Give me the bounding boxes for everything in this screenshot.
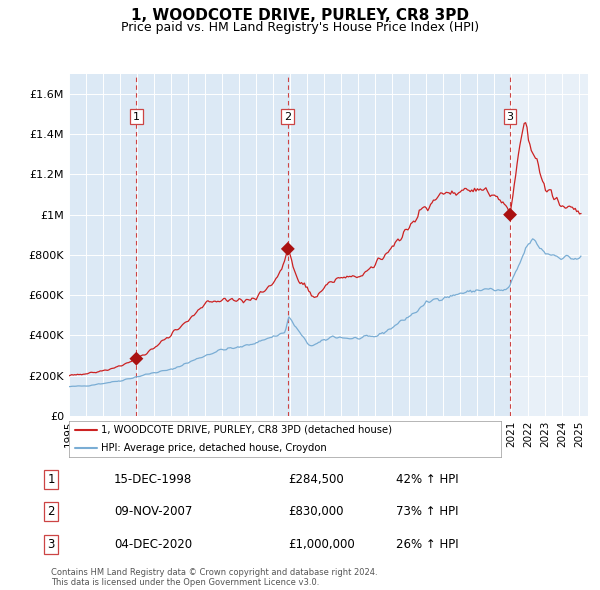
Text: Contains HM Land Registry data © Crown copyright and database right 2024.
This d: Contains HM Land Registry data © Crown c…: [51, 568, 377, 587]
Text: 73% ↑ HPI: 73% ↑ HPI: [396, 505, 458, 519]
Bar: [510, 74, 588, 416]
Text: 2: 2: [284, 112, 292, 122]
Text: 1, WOODCOTE DRIVE, PURLEY, CR8 3PD (detached house): 1, WOODCOTE DRIVE, PURLEY, CR8 3PD (deta…: [101, 425, 392, 435]
Text: 26% ↑ HPI: 26% ↑ HPI: [396, 537, 458, 551]
Text: 1, WOODCOTE DRIVE, PURLEY, CR8 3PD: 1, WOODCOTE DRIVE, PURLEY, CR8 3PD: [131, 8, 469, 22]
Text: £1,000,000: £1,000,000: [288, 537, 355, 551]
Point: [505, 210, 515, 219]
Text: 15-DEC-1998: 15-DEC-1998: [114, 473, 192, 486]
Point: [131, 354, 141, 363]
Text: £284,500: £284,500: [288, 473, 344, 486]
Text: £830,000: £830,000: [288, 505, 343, 519]
Text: 3: 3: [506, 112, 514, 122]
Text: 42% ↑ HPI: 42% ↑ HPI: [396, 473, 458, 486]
Point: [283, 244, 293, 254]
Text: 09-NOV-2007: 09-NOV-2007: [114, 505, 193, 519]
Text: 3: 3: [47, 537, 55, 551]
Text: 04-DEC-2020: 04-DEC-2020: [114, 537, 192, 551]
Text: 1: 1: [47, 473, 55, 486]
Text: Price paid vs. HM Land Registry's House Price Index (HPI): Price paid vs. HM Land Registry's House …: [121, 21, 479, 34]
Text: 2: 2: [47, 505, 55, 519]
Text: HPI: Average price, detached house, Croydon: HPI: Average price, detached house, Croy…: [101, 443, 327, 453]
Text: 1: 1: [133, 112, 140, 122]
